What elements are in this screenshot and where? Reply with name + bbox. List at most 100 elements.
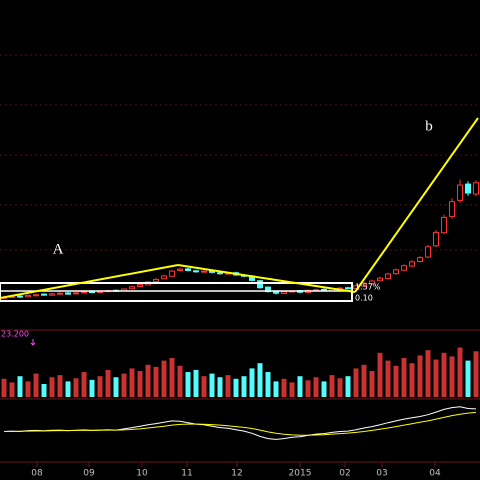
volume-bar [425,350,431,397]
volume-bar [217,377,223,397]
candle-body [17,295,23,298]
candle-body [217,272,223,275]
annotation: 1.57% [355,283,381,292]
volume-bar [457,347,463,397]
candle-body [433,231,439,247]
volume-bar [73,378,79,397]
annotation: A [53,241,64,257]
volume-bar [465,360,471,397]
volume-bar [225,375,231,397]
volume-panel [1,347,479,397]
candle-body [129,286,135,290]
candle-body [137,284,143,287]
volume-bar [153,366,159,397]
trend-line [354,117,479,293]
volume-bar [265,372,271,397]
volume-bar [201,376,207,397]
macd-line [3,406,477,440]
candle-body [281,291,287,295]
macd-line [4,411,477,436]
annotation: 0.10 [355,294,373,303]
price-panel [1,179,479,299]
volume-bar [377,352,383,397]
volume-bar [33,373,39,397]
x-tick-label: 09 [83,469,95,479]
volume-bar [353,368,359,397]
x-tick-label: 10 [136,469,148,479]
volume-bar [249,368,255,397]
volume-bar [17,376,23,397]
x-tick-label: 02 [339,469,350,479]
volume-bar [25,381,31,397]
volume-bar [361,364,367,397]
x-tick-label: 08 [31,469,43,479]
volume-bar [137,371,143,397]
volume-bar [193,369,199,397]
candle-body [185,268,191,271]
volume-bar [49,377,55,397]
volume-bar [145,364,151,397]
volume-bar [9,382,15,397]
volume-bar [185,372,191,397]
candle-body [417,257,423,263]
volume-bar [337,378,343,397]
volume-bar [113,377,119,397]
candle-body [49,293,55,296]
volume-bar [209,373,215,397]
volume-bar [281,378,287,397]
x-tick-label: 03 [376,469,387,479]
volume-bar [417,355,423,397]
candle-body [345,287,351,290]
candle-body [449,201,455,217]
volume-bar [89,379,95,397]
volume-bar [297,376,303,397]
volume-bar [441,352,447,397]
volume-bar [329,375,335,397]
candle-body [201,270,207,273]
volume-bar [473,351,479,397]
annotation: b [425,118,433,134]
volume-bar [81,372,87,397]
volume-bar [409,363,415,397]
volume-bar [41,384,47,397]
volume-bar [65,381,71,397]
candle-body [81,291,87,294]
volume-bar [369,371,375,397]
volume-bar [289,382,295,397]
volume-label: 23.200 [1,330,29,339]
volume-bar [449,356,455,397]
trend-line [0,264,179,299]
candle-body [73,292,79,295]
candle-body [25,294,31,298]
volume-bar [313,377,319,397]
macd-panel [3,406,477,440]
candle-body [401,265,407,271]
candle-body [361,282,367,287]
x-tick-label: 04 [429,469,441,479]
trend-line [177,264,356,293]
candle-body [33,294,39,297]
volume-bar [97,376,103,397]
candle-body [65,292,71,295]
x-tick-label: 11 [181,469,192,479]
candle-body [473,182,479,195]
candle-body [393,269,399,275]
volume-bar [385,360,391,397]
candle-body [369,280,375,285]
volume-bar [273,381,279,397]
grid [0,54,480,463]
volume-bar [57,375,63,397]
volume-bar [177,365,183,397]
volume-bar [401,358,407,397]
candle-body [425,246,431,258]
drawings [0,117,479,346]
arrow-icon [30,339,36,346]
volume-bar [1,378,7,397]
candle-body [457,184,463,201]
volume-bar [241,376,247,397]
x-axis: 08 09 10 11 12 2015 02 03 04 [31,462,441,479]
volume-bar [129,368,135,397]
candle-body [169,270,175,277]
candle-body [385,273,391,279]
